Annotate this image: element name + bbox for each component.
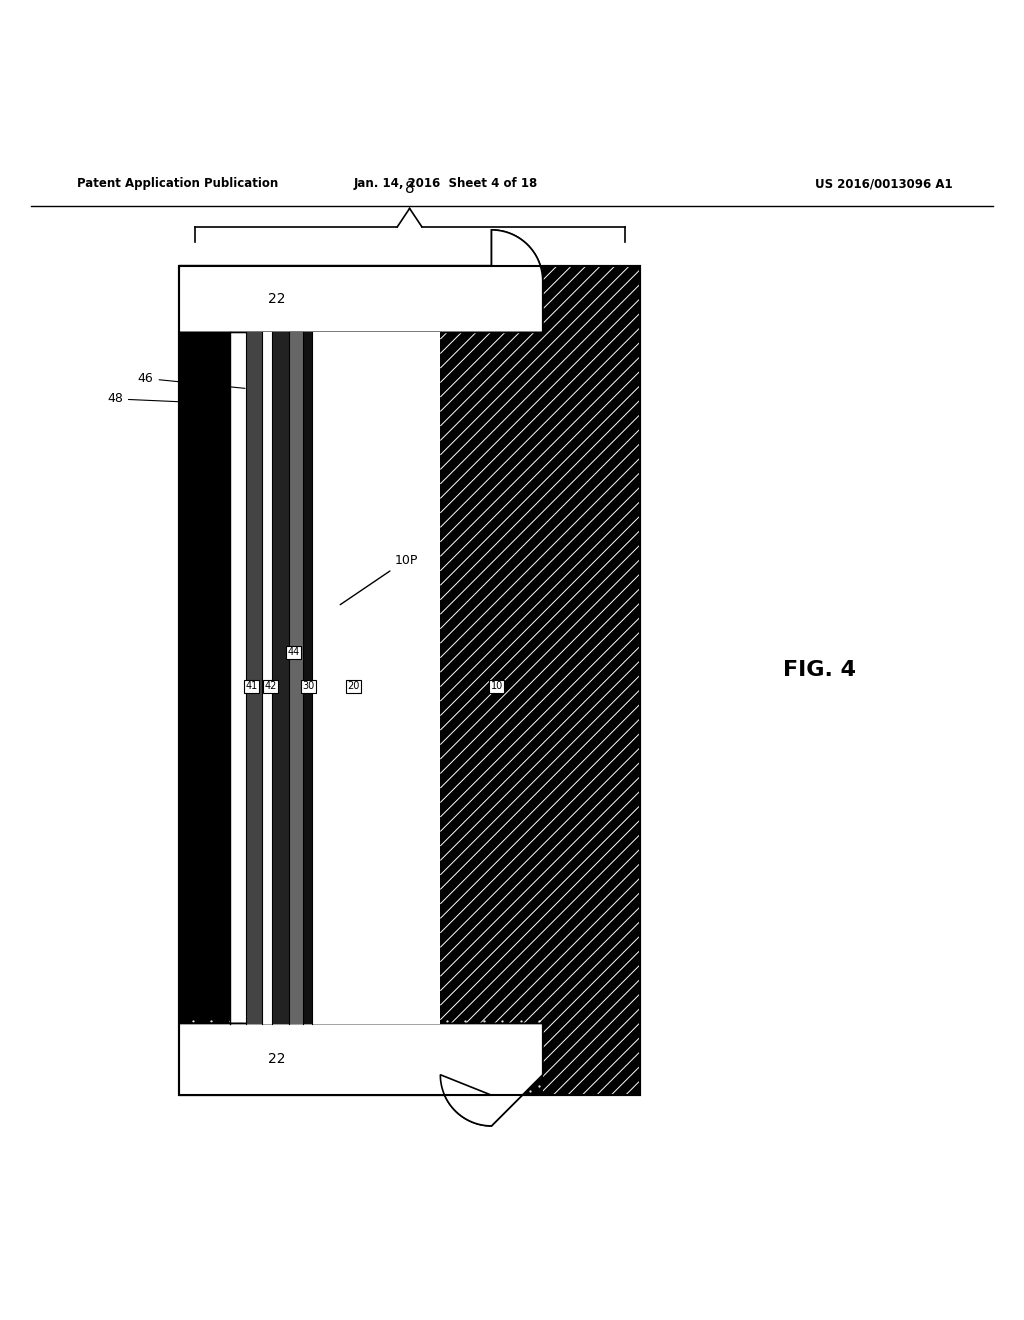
Bar — [179, 1023, 230, 1096]
PathPatch shape — [179, 1023, 543, 1126]
Text: FIG. 4: FIG. 4 — [782, 660, 856, 680]
Text: 10: 10 — [490, 681, 503, 692]
Text: 30: 30 — [302, 681, 314, 692]
Bar — [303, 333, 312, 1023]
Text: 44: 44 — [288, 647, 300, 657]
Bar — [246, 333, 262, 1023]
Text: Patent Application Publication: Patent Application Publication — [77, 177, 279, 190]
Text: 22: 22 — [267, 1052, 286, 1067]
Text: 42: 42 — [264, 681, 276, 692]
Bar — [179, 333, 230, 1023]
Text: 48: 48 — [106, 392, 227, 405]
Bar — [440, 265, 640, 1096]
Text: 20: 20 — [347, 681, 359, 692]
PathPatch shape — [179, 230, 543, 333]
Text: Jan. 14, 2016  Sheet 4 of 18: Jan. 14, 2016 Sheet 4 of 18 — [353, 177, 538, 190]
Bar — [272, 333, 289, 1023]
Text: 46: 46 — [138, 372, 245, 388]
Bar — [179, 265, 230, 333]
Bar — [230, 1023, 543, 1096]
Bar — [230, 265, 543, 333]
PathPatch shape — [179, 1023, 543, 1126]
Bar — [312, 333, 440, 1023]
Bar — [262, 333, 272, 1023]
Text: 8: 8 — [404, 181, 415, 197]
Text: 22: 22 — [267, 292, 286, 306]
Bar — [179, 265, 640, 1096]
Text: US 2016/0013096 A1: US 2016/0013096 A1 — [815, 177, 952, 190]
PathPatch shape — [179, 230, 543, 333]
Text: 41: 41 — [246, 681, 258, 692]
Bar — [289, 333, 303, 1023]
Bar — [179, 265, 640, 1096]
Text: 10P: 10P — [340, 553, 418, 605]
